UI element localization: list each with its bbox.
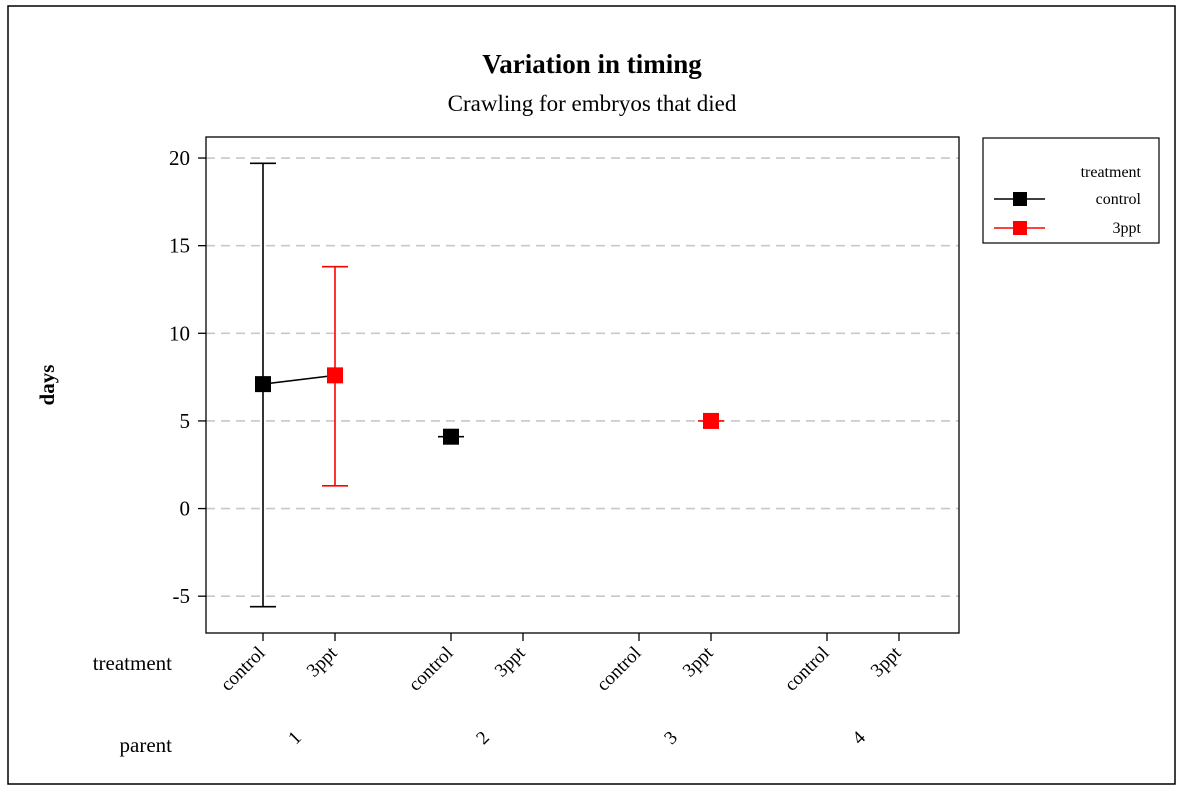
legend-title: treatment: [1081, 164, 1142, 181]
x-tick-label-parent: 4: [848, 727, 870, 749]
chart-title: Variation in timing: [482, 49, 702, 79]
y-tick-label: 20: [169, 146, 190, 170]
x-level-name-treatment: treatment: [93, 651, 172, 675]
x-tick-label-parent: 2: [472, 727, 494, 749]
legend: treatment control 3ppt: [982, 137, 1160, 244]
x-tick-label-treatment: 3ppt: [491, 642, 530, 681]
y-tick-label: 10: [169, 321, 190, 345]
legend-box: [982, 137, 1160, 244]
mean-marker: [327, 367, 343, 384]
y-tick-label: 5: [180, 409, 191, 433]
y-tick-label: 0: [180, 497, 191, 521]
data-point-3ppt-parent-3: [698, 412, 724, 429]
data-point-control-parent-1: [250, 162, 276, 608]
mean-marker: [703, 412, 719, 429]
legend-label-control: control: [1096, 191, 1142, 208]
x-axis: control 3ppt control 3ppt control 3ppt control…: [217, 633, 906, 749]
x-tick-label-parent: 1: [284, 727, 306, 749]
legend-label-3ppt: 3ppt: [1113, 220, 1142, 237]
outer-border: [7, 5, 1176, 785]
mean-marker: [255, 376, 271, 393]
group-connector-line: [262, 374, 336, 385]
x-tick-label-treatment: control: [593, 643, 646, 696]
data-series: [250, 162, 724, 608]
x-tick-label-treatment: control: [217, 643, 270, 696]
x-tick-label-parent: 3: [660, 727, 682, 749]
y-axis-label: days: [35, 365, 59, 406]
y-axis: -5 0 5 10 15 20: [169, 146, 206, 608]
x-tick-label-treatment: 3ppt: [679, 642, 718, 681]
grid-lines: [206, 157, 959, 597]
y-tick-label: -5: [173, 584, 191, 608]
legend-marker-control: [1013, 192, 1027, 206]
y-tick-label: 15: [169, 234, 190, 258]
x-tick-label-treatment: control: [781, 643, 834, 696]
x-level-name-parent: parent: [120, 733, 173, 757]
chart-subtitle: Crawling for embryos that died: [448, 91, 737, 116]
data-point-control-parent-2: [438, 428, 464, 445]
plot-area: [205, 136, 960, 634]
data-point-3ppt-parent-1: [322, 265, 348, 487]
x-tick-label-treatment: 3ppt: [867, 642, 906, 681]
x-tick-label-treatment: 3ppt: [303, 642, 342, 681]
legend-marker-3ppt: [1013, 221, 1027, 235]
mean-marker: [443, 428, 459, 445]
x-tick-label-treatment: control: [405, 643, 458, 696]
